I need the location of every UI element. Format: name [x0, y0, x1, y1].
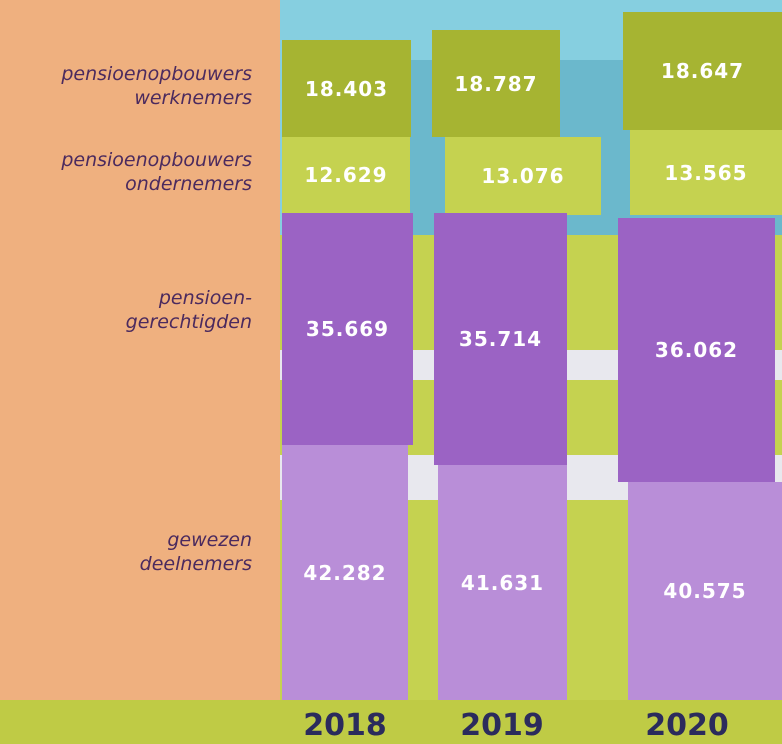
- value-block: 40.575: [628, 482, 782, 700]
- label-line: pensioen-: [126, 286, 252, 310]
- year-label: 2018: [280, 708, 410, 743]
- label-line: deelnemers: [140, 552, 252, 576]
- value-block: 42.282: [282, 445, 408, 700]
- value-block: 35.669: [282, 213, 413, 445]
- value-block: 18.647: [623, 12, 782, 130]
- value-block: 13.565: [630, 130, 782, 215]
- value-block: 36.062: [618, 218, 775, 482]
- label-line: ondernemers: [61, 172, 252, 196]
- label-line: gewezen: [140, 528, 252, 552]
- label-line: pensioenopbouwers: [61, 148, 252, 172]
- year-label: 2020: [622, 708, 752, 743]
- label-line: gerechtigden: [126, 310, 252, 334]
- value-block: 13.076: [445, 137, 601, 215]
- label-line: pensioenopbouwers: [61, 62, 252, 86]
- label-line: werknemers: [61, 86, 252, 110]
- year-label: 2019: [437, 708, 567, 743]
- value-block: 12.629: [282, 137, 410, 213]
- value-block: 18.403: [282, 40, 411, 137]
- value-block: 41.631: [438, 465, 567, 700]
- value-block: 18.787: [432, 30, 560, 137]
- value-block: 35.714: [434, 213, 567, 465]
- infographic: pensioenopbouwerswerknemers18.40318.7871…: [0, 0, 782, 744]
- row-label: pensioen-gerechtigden: [126, 286, 252, 334]
